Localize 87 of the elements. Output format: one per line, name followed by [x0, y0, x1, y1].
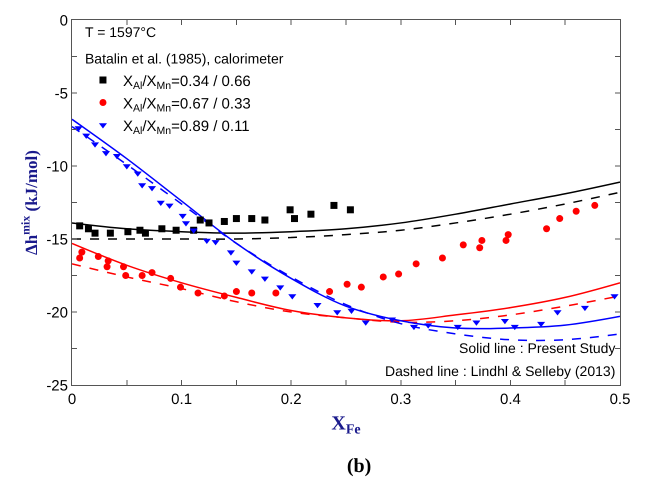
y-tick-label: -5 [54, 85, 68, 102]
point [460, 241, 467, 248]
point [591, 202, 598, 209]
point [290, 215, 298, 222]
point [172, 226, 180, 234]
y-tick-label: -15 [46, 231, 68, 248]
point [261, 216, 268, 224]
legend-title: Batalin et al. (1985), calorimeter [84, 50, 284, 67]
legend-label: X$_{Al}$/X$_{Mn}$=0.34 / 0.66 [122, 72, 251, 92]
point [220, 218, 228, 225]
point [158, 225, 166, 232]
point [142, 230, 149, 237]
point [106, 230, 114, 237]
x-tick-label: 0.2 [280, 391, 302, 408]
point [78, 248, 86, 256]
point [276, 285, 284, 291]
point [94, 253, 102, 260]
point [344, 280, 351, 288]
point [124, 228, 132, 236]
point [410, 324, 418, 330]
point [424, 323, 432, 329]
legend-label: X$_{Al}$/X$_{Mn}$=0.67 / 0.33 [122, 95, 251, 114]
point [502, 236, 510, 244]
point [206, 219, 212, 226]
point [122, 272, 130, 279]
point [248, 269, 256, 275]
y-tick-label: -20 [46, 304, 68, 322]
text: (b) [346, 455, 372, 477]
point [84, 225, 92, 232]
point [362, 320, 370, 326]
legend-label: X$_{Al}$/X$_{Mn}$=0.89 / 0.11 [122, 118, 250, 137]
point [196, 216, 204, 224]
point [286, 206, 294, 214]
x-tick-label: 0.3 [390, 391, 412, 408]
point [395, 270, 402, 278]
point [177, 284, 184, 291]
point [358, 284, 365, 291]
annotation: T = 1597°C [85, 24, 156, 40]
y-tick-label: -10 [46, 158, 68, 176]
point [232, 288, 240, 296]
point [346, 206, 354, 214]
point [504, 231, 512, 238]
point [220, 292, 228, 300]
point [76, 254, 84, 262]
point [248, 215, 256, 222]
point [543, 225, 550, 232]
annotation: Dashed line : Lindhl & Selleby (2013) [385, 363, 616, 379]
point [178, 214, 187, 220]
point [272, 290, 280, 297]
y-tick-label: -25 [46, 377, 68, 394]
point [438, 254, 446, 262]
point [572, 208, 580, 215]
point [380, 273, 387, 280]
line-series [72, 181, 620, 234]
point [232, 215, 240, 222]
point [148, 269, 156, 276]
x-tick-label: 0.5 [610, 391, 630, 408]
point [454, 324, 462, 330]
point [167, 274, 174, 282]
point [76, 222, 84, 230]
point [326, 288, 334, 296]
point [580, 306, 589, 312]
point [537, 322, 546, 328]
point [556, 215, 564, 222]
point [104, 263, 111, 270]
y-tick-label: 0 [60, 12, 68, 30]
x-tick-label: 0.4 [500, 391, 521, 408]
point [472, 320, 480, 326]
point [74, 126, 83, 132]
point [138, 272, 146, 279]
point [412, 260, 420, 268]
point [510, 324, 519, 330]
point [226, 250, 235, 256]
point [476, 244, 484, 252]
point [104, 257, 112, 264]
x-tick-label: 0.1 [171, 391, 192, 408]
point [478, 236, 486, 244]
point [194, 290, 202, 297]
point [120, 263, 128, 270]
x-axis-title: X$_{Fe}$ [331, 412, 361, 438]
line-series [72, 242, 620, 322]
annotation: Solid line : Present Study [459, 340, 616, 356]
point [248, 290, 256, 297]
point [330, 202, 338, 209]
point [92, 230, 99, 237]
line-series [72, 192, 620, 240]
point [307, 210, 314, 218]
